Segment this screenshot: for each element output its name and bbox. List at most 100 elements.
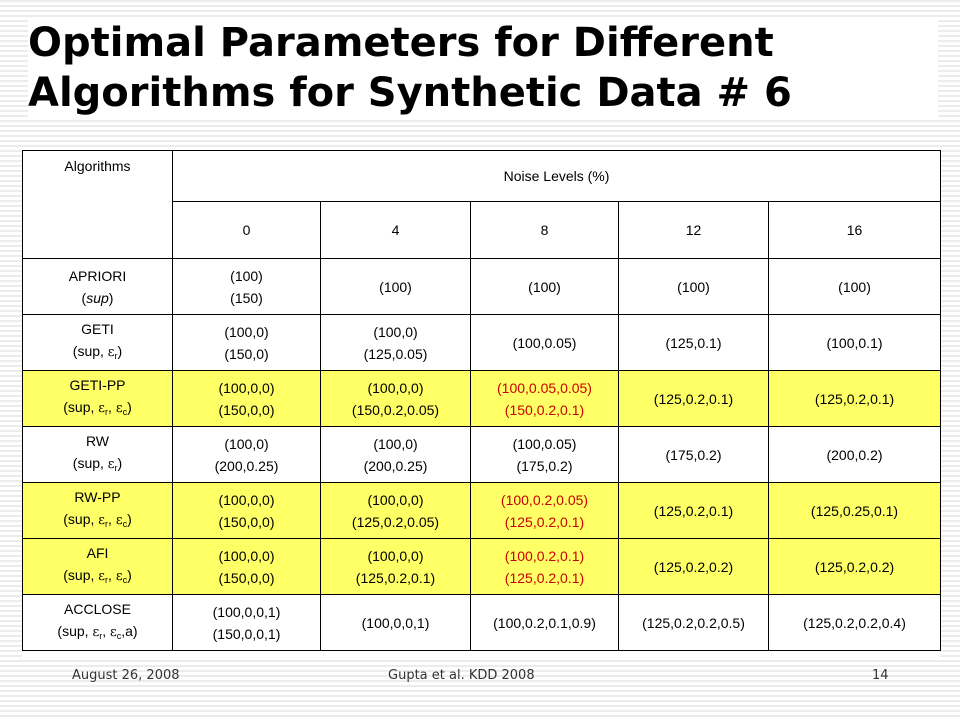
value-cell: (100) — [767, 258, 942, 315]
value-cell: (100,0) (200,0.25) — [172, 426, 321, 483]
value-line: (125,0.05) — [363, 345, 428, 362]
table-header-row: Algorithms Noise Levels (%) — [22, 150, 942, 259]
noise-level-0: 0 — [172, 201, 321, 259]
table-row: RW-PP (sup, εr, εc) (100,0,0) (150,0,0) (100… — [22, 482, 942, 539]
param-text: , — [102, 623, 110, 639]
epsilon-symbol: ε — [109, 625, 117, 640]
value-cell: (100) — [618, 258, 769, 315]
value-line: (100,0,0) — [218, 379, 275, 396]
param-text: , — [108, 399, 116, 415]
value-line: (100) — [838, 278, 871, 295]
footer-date: August 26, 2008 — [72, 668, 180, 683]
value-line: (100,0,0) — [218, 491, 275, 508]
value-cell: (100,0) (150,0) — [172, 314, 321, 371]
table-row: ACCLOSE (sup, εr, εc,a) (100,0,0,1) (150,0,… — [22, 594, 942, 651]
value-line: (100,0) — [373, 435, 418, 452]
algorithm-cell: GETI (sup, εr) — [22, 314, 173, 371]
param-text: ( — [81, 289, 87, 306]
algorithm-params: (sup, εr, εc) — [23, 564, 172, 591]
value-cell: (200,0.2) — [767, 426, 942, 483]
param-subscript: r — [114, 463, 118, 473]
value-line: (150,0,0) — [218, 401, 275, 418]
param-subscript: c — [122, 575, 128, 585]
value-line: (100,0.05) — [512, 435, 577, 452]
value-line: (125,0.25,0.1) — [810, 502, 899, 519]
value-line: (100,0.1) — [826, 334, 883, 351]
value-line: (125,0.2,0.1) — [504, 513, 585, 530]
value-cell: (125,0.2,0.2,0.4) — [767, 594, 942, 651]
value-line: (125,0.2,0.2) — [653, 558, 734, 575]
value-line: (100,0) — [373, 323, 418, 340]
value-line: (150,0) — [224, 345, 269, 362]
param-subscript: r — [105, 575, 109, 585]
value-cell: (100) — [470, 258, 619, 315]
param-text: ) — [127, 567, 132, 583]
footer-citation: Gupta et al. KDD 2008 — [388, 668, 535, 683]
footer-page-number: 14 — [872, 668, 889, 683]
value-cell: (100,0,0) (150,0,0) — [172, 370, 321, 427]
table-row: GETI (sup, εr) (100,0) (150,0) (100,0) (125,0… — [22, 314, 942, 371]
param-text: ,a) — [121, 623, 138, 639]
epsilon-symbol: ε — [98, 569, 106, 584]
value-line: (100,0.2,0.1) — [504, 547, 585, 564]
value-cell: (100,0.05) (175,0.2) — [470, 426, 619, 483]
value-line: (150,0.2,0.1) — [504, 401, 585, 418]
value-cell: (100,0,0,1) (150,0,0,1) — [172, 594, 321, 651]
value-cell: (100,0.2,0.1) (125,0.2,0.1) — [470, 538, 619, 595]
epsilon-symbol: ε — [98, 401, 106, 416]
parameters-table-body: Algorithms Noise Levels (%) 0 4 8 12 16 … — [22, 150, 942, 651]
value-line: (100) — [230, 267, 263, 284]
value-line: (150) — [230, 289, 263, 306]
value-line: (100,0) — [224, 323, 269, 340]
value-cell: (100,0,0) (125,0.2,0.1) — [320, 538, 471, 595]
value-line: (100) — [379, 278, 412, 295]
algorithm-cell: AFI (sup, εr, εc) — [22, 538, 173, 595]
algorithm-cell: GETI-PP (sup, εr, εc) — [22, 370, 173, 427]
value-cell: (100,0,0) (150,0,0) — [172, 482, 321, 539]
param-subscript: c — [116, 631, 122, 641]
value-line: (100,0.2,0.1,0.9) — [493, 614, 596, 631]
param-subscript: r — [105, 407, 109, 417]
parameters-table: Algorithms Noise Levels (%) 0 4 8 12 16 … — [22, 150, 942, 651]
slide-title-line-1: Optimal Parameters for Different — [28, 20, 774, 66]
slide-content: Algorithms Noise Levels (%) 0 4 8 12 16 … — [22, 150, 942, 660]
value-line: (175,0.2) — [665, 446, 722, 463]
value-line: (100,0,0,1) — [361, 614, 430, 631]
value-cell: (100) (150) — [172, 258, 321, 315]
param-text: ) — [127, 399, 132, 415]
param-text: sup — [86, 289, 109, 306]
value-cell: (100,0.05,0.05) (150,0.2,0.1) — [470, 370, 619, 427]
value-cell: (125,0.1) — [618, 314, 769, 371]
epsilon-symbol: ε — [115, 569, 123, 584]
value-line: (125,0.2,0.1) — [653, 502, 734, 519]
value-cell: (100,0.05) — [470, 314, 619, 371]
algorithm-params: (sup, εr) — [23, 452, 172, 479]
param-text: (sup, — [63, 511, 99, 527]
algorithm-name: AFI — [86, 545, 109, 561]
value-cell: (100,0) (125,0.05) — [320, 314, 471, 371]
value-line: (175,0.2) — [516, 457, 573, 474]
algorithm-cell: APRIORI (sup) — [22, 258, 173, 315]
value-line: (100,0,0) — [367, 491, 424, 508]
noise-levels-header: Noise Levels (%) — [171, 150, 942, 202]
param-subscript: r — [114, 351, 118, 361]
value-cell: (100,0,0,1) — [320, 594, 471, 651]
param-text: (sup, — [72, 343, 108, 359]
param-text: ) — [117, 343, 123, 359]
algorithm-params: (sup, εr) — [23, 340, 172, 367]
slide-title-line-2: Algorithms for Synthetic Data # 6 — [28, 70, 792, 116]
value-line: (100) — [528, 278, 561, 295]
param-subscript: c — [122, 407, 128, 417]
algorithm-name: ACCLOSE — [64, 601, 131, 617]
value-cell: (100,0,0) (125,0.2,0.05) — [320, 482, 471, 539]
value-line: (100,0.2,0.05) — [500, 491, 589, 508]
value-line: (100,0,0) — [218, 547, 275, 564]
slide-footer: August 26, 2008 Gupta et al. KDD 2008 14 — [0, 662, 960, 692]
slide-title: Optimal Parameters for Different Algorit… — [28, 18, 938, 118]
value-cell: (125,0.2,0.2) — [618, 538, 769, 595]
algorithm-cell: RW (sup, εr) — [22, 426, 173, 483]
algorithm-cell: ACCLOSE (sup, εr, εc,a) — [22, 594, 173, 651]
algorithms-header: Algorithms — [22, 150, 173, 259]
noise-level-4: 4 — [320, 201, 471, 259]
value-line: (125,0.2,0.2,0.4) — [803, 614, 906, 631]
